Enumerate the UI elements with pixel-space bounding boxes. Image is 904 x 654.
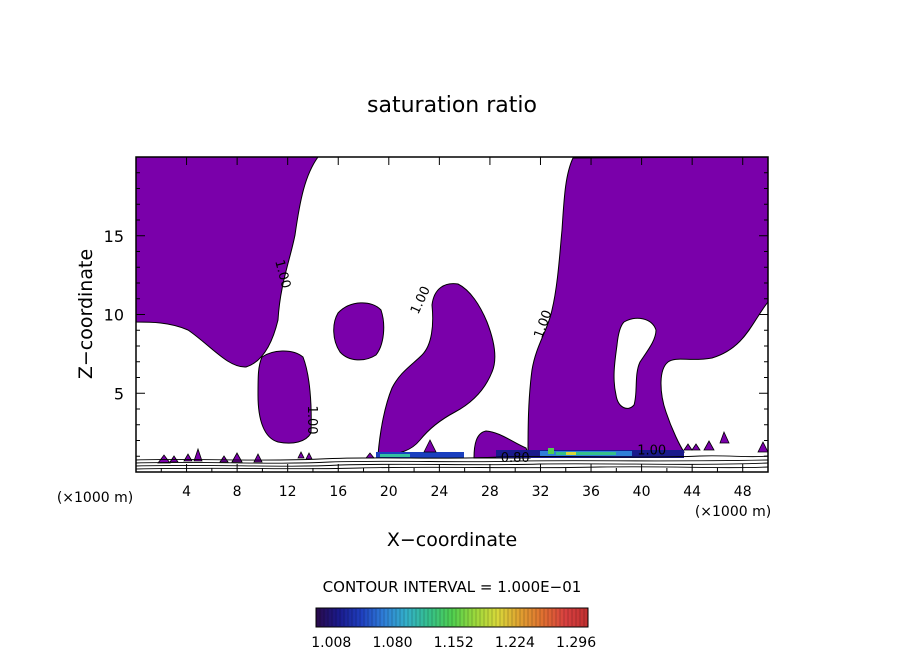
- chart-title: saturation ratio: [367, 93, 537, 118]
- saturated-region-lower-mid-left: [257, 350, 312, 444]
- colorbar-tick-label: 1.296: [556, 635, 596, 651]
- colorbar-tick-label: 1.152: [434, 635, 474, 651]
- x-tick-label: 8: [233, 484, 242, 500]
- surface-cell: [691, 443, 701, 451]
- colorbar-tick-label: 1.008: [311, 635, 351, 651]
- x-tick-label: 24: [430, 484, 448, 500]
- band-segment: [548, 448, 554, 454]
- band-segment: [380, 454, 410, 457]
- saturated-region-upper-right: [527, 157, 768, 455]
- y-tick-label: 15: [104, 227, 124, 246]
- colorbar-tick-labels: 1.008 1.080 1.152 1.224 1.296: [311, 635, 596, 651]
- unsaturated-pocket: [613, 317, 657, 409]
- surface-cell: [365, 452, 375, 459]
- contour-value-label: 1.00: [304, 406, 319, 435]
- colorbar-tick-label: 1.224: [495, 635, 535, 651]
- surface-cell: [169, 455, 179, 463]
- supersaturated-surface-band: [376, 448, 684, 458]
- y-tick-label: 5: [114, 384, 124, 403]
- saturated-region-upper-left: [136, 157, 319, 368]
- surface-cell: [297, 451, 305, 459]
- surface-cell: [253, 453, 263, 463]
- surface-cell: [157, 454, 171, 464]
- surface-cell: [193, 447, 203, 462]
- x-axis-label: X−coordinate: [387, 529, 517, 551]
- contour-interval-label: CONTOUR INTERVAL = 1.000E−01: [323, 578, 582, 596]
- y-axis-label: Z−coordinate: [75, 249, 97, 379]
- band-segment: [376, 452, 464, 458]
- colorbar-tick-label: 1.080: [372, 635, 412, 651]
- x-tick-label: 20: [380, 484, 398, 500]
- contour-value-label: 1.00: [408, 284, 434, 317]
- contour-line: [136, 466, 768, 470]
- x-tick-label: 16: [329, 484, 347, 500]
- y-tick-label: 10: [104, 306, 124, 325]
- y-axis-ticks: 5 10 15: [104, 172, 768, 457]
- surface-cell: [719, 430, 730, 444]
- contour-line: [136, 462, 768, 467]
- colorbar-stripes: [319, 609, 585, 626]
- x-tick-label: 32: [532, 484, 550, 500]
- surface-cell: [683, 443, 693, 451]
- surface-cell: [305, 452, 313, 460]
- x-tick-label: 48: [734, 484, 752, 500]
- contour-value-label: 1.00: [637, 444, 666, 459]
- colorbar: 1.008 1.080 1.152 1.224 1.296: [311, 607, 596, 651]
- surface-cell: [757, 441, 768, 453]
- x-tick-label: 40: [633, 484, 651, 500]
- band-segment: [566, 452, 576, 455]
- x-tick-label: 44: [683, 484, 701, 500]
- colorbar-gradient-bar: [315, 607, 589, 628]
- surface-contour-lines: [136, 455, 768, 470]
- surface-cell: [231, 452, 243, 463]
- saturated-region-group: [136, 157, 768, 459]
- band-segment: [556, 452, 616, 455]
- surface-cell: [703, 440, 715, 451]
- contour-value-label: 1.00: [271, 258, 293, 290]
- x-tick-label: 12: [279, 484, 297, 500]
- contour-line: [136, 459, 768, 464]
- x-tick-label: 36: [582, 484, 600, 500]
- surface-cell: [423, 439, 437, 453]
- saturated-region-small-blob: [333, 302, 385, 361]
- contour-line: [136, 455, 768, 461]
- x-axis-ticks: 4 8 12 16 20 24 28 32 36 40 44 48: [160, 157, 752, 500]
- surface-cell: [219, 455, 229, 463]
- x-tick-label: 28: [481, 484, 499, 500]
- x-unit-label-left: (×1000 m): [57, 490, 133, 506]
- contour-value-label: 0.80: [501, 451, 530, 466]
- x-unit-label-right: (×1000 m): [695, 504, 771, 520]
- contour-labels: 1.001.001.001.001.000.80: [271, 258, 666, 465]
- x-tick-label: 4: [182, 484, 191, 500]
- saturated-region-center-arch: [377, 283, 496, 456]
- plot-area: [136, 157, 768, 470]
